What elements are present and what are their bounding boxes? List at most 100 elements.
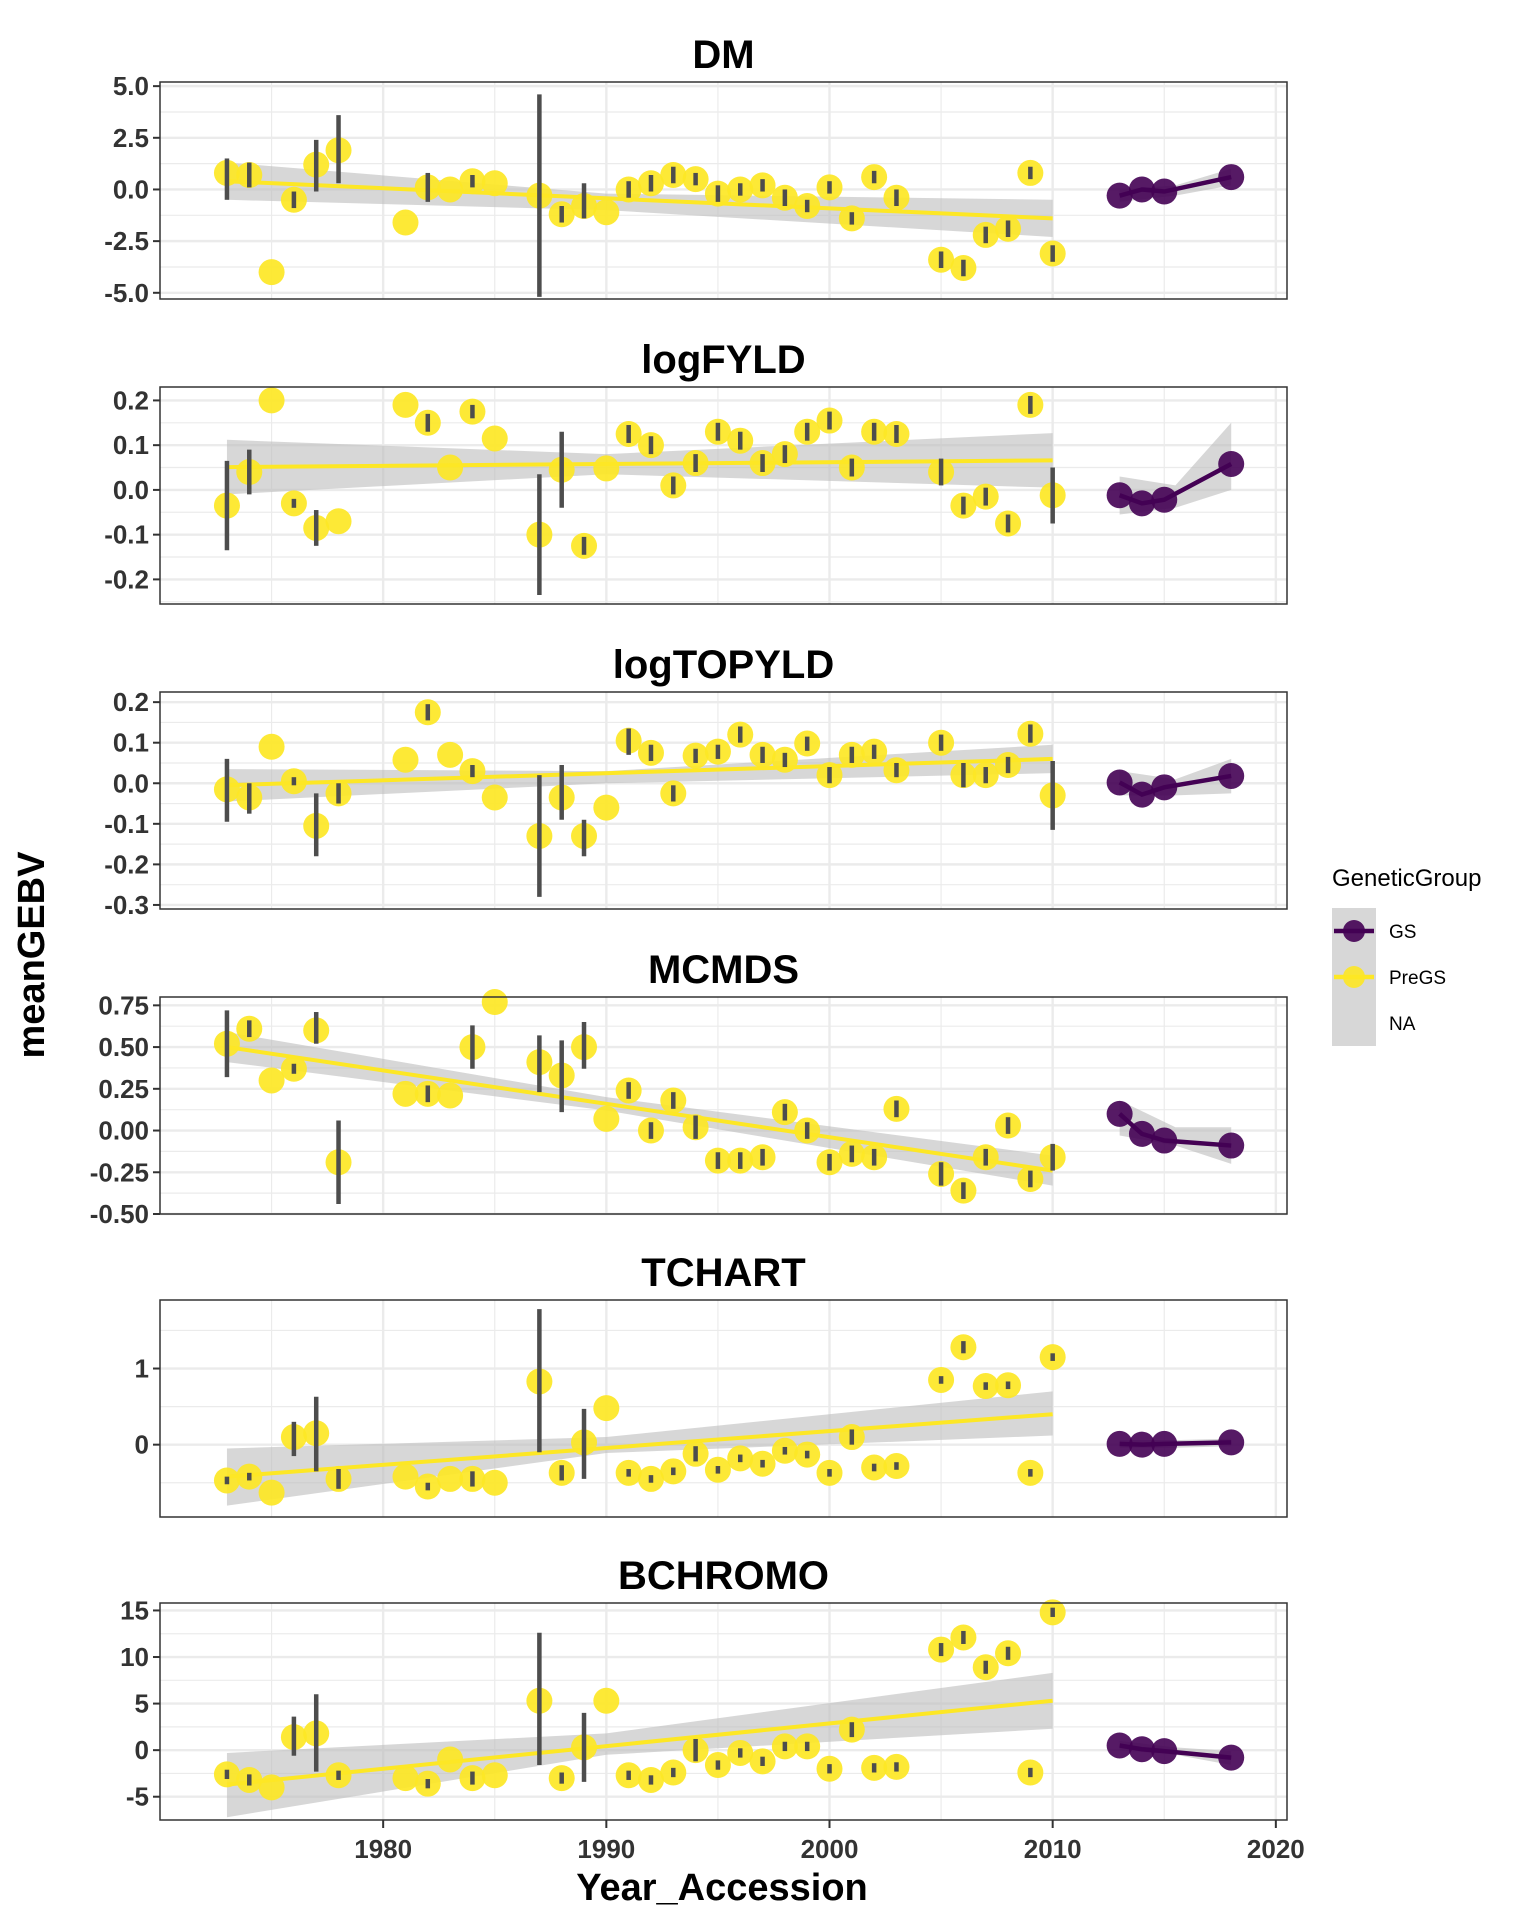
gs-point — [1106, 769, 1133, 796]
panel-dm: DM -5.0 -2.5 0.0 2.5 5.0 — [104, 33, 1288, 308]
panel-bchromo: BCHROMO -5 0 5 10 15 — [120, 1554, 1288, 1821]
y-tick-label: 0.1 — [113, 728, 149, 758]
panel-border — [159, 1299, 1288, 1518]
pregs-point — [392, 1080, 419, 1107]
gs-confidence-band — [1119, 422, 1232, 515]
gs-point — [1218, 1744, 1245, 1771]
gs-point — [1218, 762, 1245, 789]
y-tick-label: -0.25 — [90, 1157, 149, 1187]
pregs-point — [481, 170, 508, 197]
panel-background — [160, 997, 1287, 1214]
gs-point — [1106, 182, 1133, 209]
pregs-point — [258, 1067, 285, 1094]
y-axis-title: meanGEBV — [11, 851, 53, 1059]
pregs-point — [437, 1465, 464, 1492]
pregs-confidence-band — [226, 1391, 1053, 1506]
y-tick-label: 0.2 — [113, 687, 149, 717]
pregs-trend-line — [226, 1698, 1053, 1787]
y-tick-label: 0.25 — [98, 1074, 149, 1104]
pregs-trend-line — [226, 1045, 1053, 1173]
panel-logtopyld: logTOPYLD -0.3 -0.2 -0.1 0.0 0.1 0.2 — [104, 643, 1288, 920]
y-tick-label: 0.50 — [98, 1032, 149, 1062]
y-tick-label: 5 — [135, 1689, 149, 1719]
y-tick-label: 1 — [135, 1354, 149, 1384]
legend-title: GeneticGroup — [1332, 865, 1481, 892]
legend: GeneticGroup GS PreGS NA — [1332, 865, 1481, 1046]
y-tick-label: -0.3 — [104, 890, 149, 920]
y-tick-label: -2.5 — [104, 226, 149, 256]
y-tick-label: 0.1 — [113, 430, 149, 460]
pregs-point — [481, 1762, 508, 1789]
panel-tchart: TCHART 0 1 — [135, 1251, 1288, 1518]
gs-point — [1128, 490, 1155, 517]
x-tick-label: 2020 — [1247, 1834, 1305, 1864]
x-tick-label: 2000 — [801, 1834, 859, 1864]
y-tick-label: 0.00 — [98, 1116, 149, 1146]
y-tick-label: -5 — [126, 1782, 149, 1812]
y-tick-label: -0.1 — [104, 520, 149, 550]
y-tick-label: -0.50 — [90, 1199, 149, 1229]
pregs-point — [437, 1746, 464, 1773]
pregs-point — [258, 259, 285, 286]
pregs-point — [392, 1463, 419, 1490]
gs-confidence-band — [1119, 1100, 1232, 1164]
legend-key-point — [1343, 966, 1365, 988]
y-tick-label: 0.0 — [113, 475, 149, 505]
panel-border — [159, 386, 1288, 605]
panel-title: TCHART — [641, 1251, 805, 1295]
pregs-point — [392, 1765, 419, 1792]
x-axis-title: Year_Accession — [576, 1867, 868, 1909]
pregs-trend-line — [226, 458, 1053, 470]
pregs-point — [593, 455, 620, 482]
panel-title: DM — [692, 33, 754, 77]
pregs-trend-line — [226, 1412, 1053, 1479]
pregs-point — [437, 1082, 464, 1109]
y-tick-label: 5.0 — [113, 71, 149, 101]
panel-title: logFYLD — [641, 338, 805, 382]
panel-title: BCHROMO — [618, 1554, 829, 1598]
gs-point — [1128, 1120, 1155, 1147]
gs-point — [1106, 1430, 1133, 1457]
pregs-point — [481, 989, 508, 1016]
x-tick-label: 1990 — [577, 1834, 635, 1864]
pregs-point — [593, 794, 620, 821]
pregs-point — [593, 1105, 620, 1132]
gs-point — [1106, 1100, 1133, 1127]
pregs-point — [593, 1395, 620, 1422]
legend-label: PreGS — [1389, 968, 1446, 989]
pregs-trend-line — [226, 756, 1053, 788]
gs-point — [1128, 1736, 1155, 1763]
gs-point — [1151, 1127, 1178, 1154]
gridlines — [160, 1603, 1287, 1820]
pregs-point — [392, 209, 419, 236]
gs-point — [1151, 486, 1178, 513]
gridlines — [160, 387, 1287, 604]
gs-point — [1151, 1738, 1178, 1765]
pregs-point — [481, 784, 508, 811]
panel-border — [159, 1602, 1288, 1821]
pregs-point — [392, 746, 419, 773]
panel-title: MCMDS — [648, 948, 799, 992]
gridlines — [160, 82, 1287, 299]
y-tick-label: -0.2 — [104, 564, 149, 594]
panel-border — [159, 691, 1288, 910]
panel-title: logTOPYLD — [613, 643, 834, 687]
gs-point — [1106, 1732, 1133, 1759]
y-tick-label: 15 — [120, 1595, 149, 1625]
panel-border — [159, 81, 1288, 300]
pregs-point — [593, 199, 620, 226]
gs-point — [1128, 176, 1155, 203]
gs-point — [1218, 1132, 1245, 1159]
legend-label: NA — [1389, 1014, 1416, 1035]
pregs-point — [258, 733, 285, 760]
gs-point — [1218, 450, 1245, 477]
pregs-point — [481, 425, 508, 452]
pregs-point — [437, 741, 464, 768]
y-tick-label: -0.1 — [104, 809, 149, 839]
gs-point — [1128, 781, 1155, 808]
gs-point — [1128, 1431, 1155, 1458]
gs-point — [1106, 482, 1133, 509]
x-axis: 1980 1990 2000 2010 2020 — [354, 1820, 1305, 1864]
